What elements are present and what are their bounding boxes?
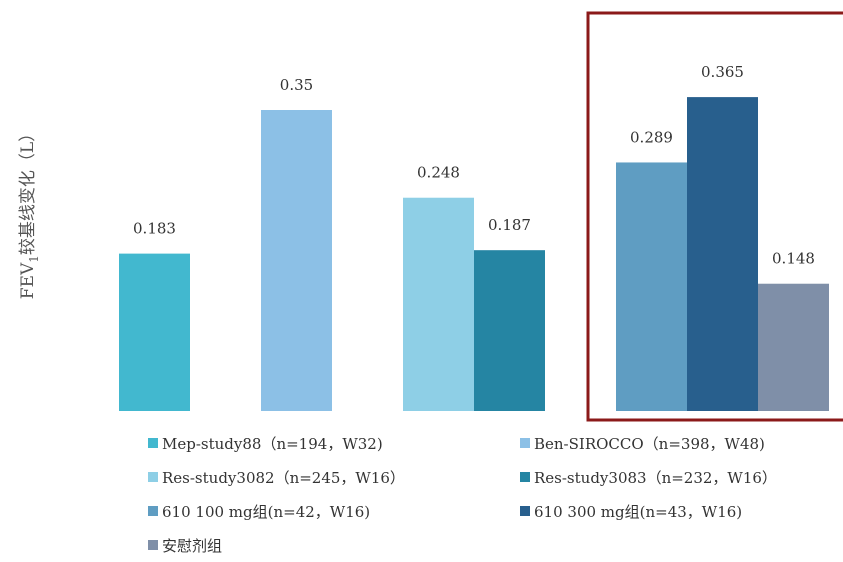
legend-label: Res-study3082（n=245，W16）: [162, 468, 405, 487]
legend-label: 610 100 mg组(n=42，W16): [162, 502, 371, 521]
legend-label: Mep-study88（n=194，W32): [162, 434, 383, 453]
highlight-box: [586, 11, 843, 422]
bar-0: [119, 253, 190, 411]
legend-swatch: [148, 540, 158, 550]
legend-item-610-100mg: 610 100 mg组(n=42，W16): [148, 501, 520, 522]
legend-row: 610 100 mg组(n=42，W16) 610 300 mg组(n=43，W…: [148, 494, 838, 528]
legend-row: Res-study3082（n=245，W16） Res-study3083（n…: [148, 460, 838, 494]
bar-6: [758, 283, 829, 411]
legend-swatch: [148, 438, 158, 448]
legend-item-res-study3083: Res-study3083（n=232，W16）: [520, 467, 777, 488]
value-label-6: 0.148: [772, 250, 815, 268]
bar-4: [616, 162, 687, 411]
legend-swatch: [148, 472, 158, 482]
legend-item-mep-study88: Mep-study88（n=194，W32): [148, 433, 520, 454]
legend-swatch: [520, 506, 530, 516]
value-labels-group: 0.183 0.35 0.248 0.187 0.289 0.365 0.148: [133, 63, 815, 268]
legend-item-ben-sirocco: Ben-SIROCCO（n=398，W48): [520, 433, 765, 454]
legend-swatch: [148, 506, 158, 516]
value-label-4: 0.289: [630, 128, 673, 146]
legend-row: Mep-study88（n=194，W32) Ben-SIROCCO（n=398…: [148, 426, 838, 460]
legend-label: Ben-SIROCCO（n=398，W48): [534, 434, 765, 453]
y-axis-label-subscript: 1: [27, 255, 41, 263]
bar-2: [403, 197, 474, 411]
bar-chart: 0.183 0.35 0.248 0.187 0.289 0.365 0.148 FEV1较…: [18, 11, 843, 422]
legend-swatch: [520, 438, 530, 448]
legend-row: 安慰剂组: [148, 528, 838, 562]
bar-5: [687, 97, 758, 411]
bar-3: [474, 250, 545, 411]
legend-label: 安慰剂组: [162, 536, 223, 555]
y-axis-label-prefix: FEV: [18, 262, 38, 299]
legend-label: 610 300 mg组(n=43，W16): [534, 502, 743, 521]
y-axis-label: FEV1较基线变化（L）: [18, 125, 41, 299]
y-axis-label-suffix: 较基线变化（L）: [18, 125, 38, 255]
legend-item-res-study3082: Res-study3082（n=245，W16）: [148, 467, 520, 488]
legend-swatch: [520, 472, 530, 482]
legend-item-610-300mg: 610 300 mg组(n=43，W16): [520, 501, 742, 522]
value-label-1: 0.35: [280, 76, 313, 94]
bars-group: [119, 97, 829, 411]
value-label-5: 0.365: [701, 63, 744, 81]
bar-1: [261, 110, 332, 411]
legend-label: Res-study3083（n=232，W16）: [534, 468, 777, 487]
value-label-0: 0.183: [133, 220, 176, 238]
value-label-2: 0.248: [417, 164, 460, 182]
value-label-3: 0.187: [488, 216, 531, 234]
legend-item-placebo: 安慰剂组: [148, 535, 520, 556]
legend: Mep-study88（n=194，W32) Ben-SIROCCO（n=398…: [148, 426, 838, 562]
